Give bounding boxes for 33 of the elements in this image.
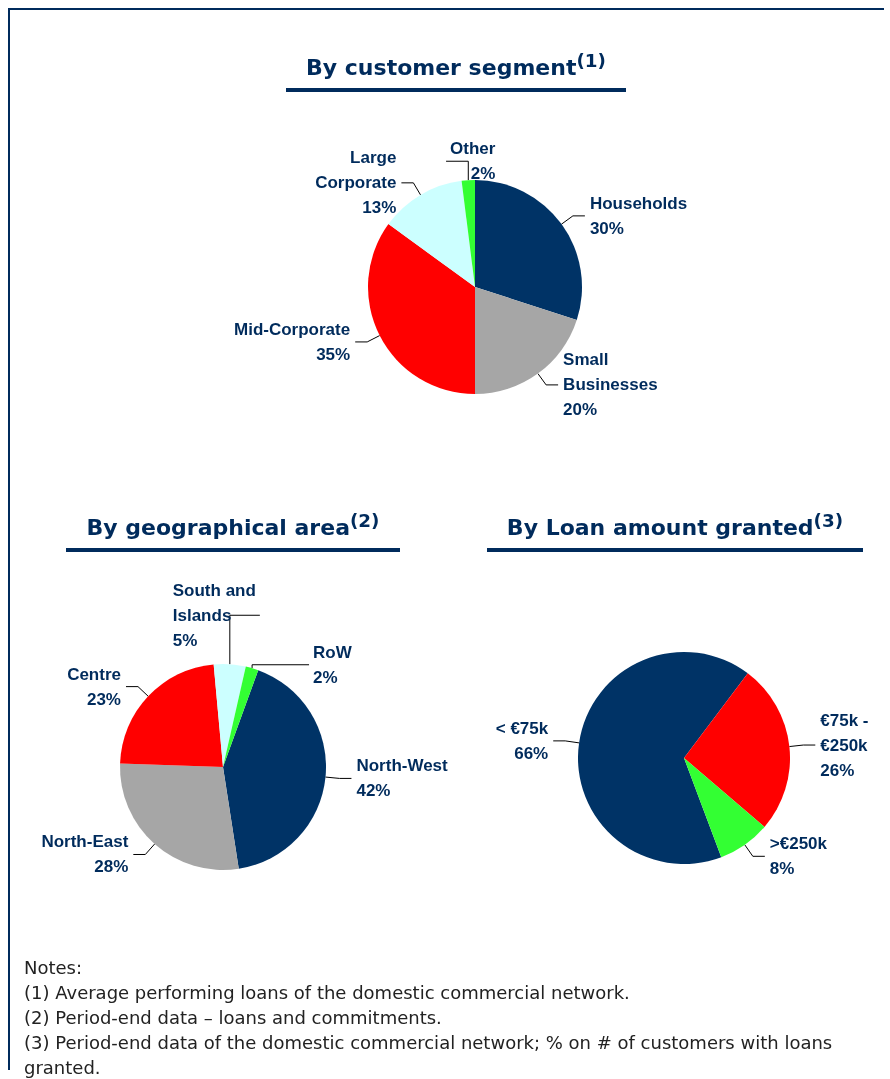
chart-title: By customer segment$^{(1)}$ bbox=[286, 50, 626, 93]
slice-label: Large Corporate bbox=[315, 148, 397, 193]
data-label: 26% bbox=[820, 760, 855, 780]
slice-label: Other bbox=[450, 139, 496, 159]
slice-label: Mid-Corporate bbox=[234, 319, 351, 339]
data-label: 13% bbox=[362, 198, 397, 218]
slice-label: Centre bbox=[67, 664, 121, 684]
slice-label: North-West bbox=[356, 756, 449, 776]
slice-label: RoW bbox=[313, 642, 353, 662]
data-label: 66% bbox=[514, 743, 549, 763]
data-label: 35% bbox=[316, 344, 351, 364]
chart-title: By geographical area$^{(2)}$ bbox=[66, 510, 400, 553]
slice-label: €75k - €250k bbox=[820, 710, 869, 755]
data-label: 30% bbox=[589, 218, 624, 238]
chart-title: By Loan amount granted$^{(3)}$ bbox=[486, 510, 864, 553]
slice-label: >€250k bbox=[769, 834, 828, 854]
data-label: 5% bbox=[172, 630, 198, 650]
data-label: 28% bbox=[94, 857, 129, 877]
data-label: 42% bbox=[356, 781, 391, 801]
text: (2) Period-end data – loans and commitments. bbox=[24, 1006, 443, 1030]
data-label: 2% bbox=[470, 164, 496, 184]
text: (1) Average performing loans of the domestic commercial network. bbox=[24, 981, 631, 1005]
data-label: 20% bbox=[563, 400, 598, 420]
slice-label: Households bbox=[589, 193, 688, 213]
slice-label: < €75k bbox=[495, 718, 549, 738]
text: Notes: bbox=[24, 956, 84, 980]
data-label: 23% bbox=[86, 689, 121, 709]
text: (3) Period-end data of the domestic commercial network; % on # of customers with loans granted. bbox=[24, 1031, 834, 1079]
slice-label: South and Islands bbox=[172, 580, 256, 625]
slice-label: North-East bbox=[41, 832, 129, 852]
slice-label: Small Businesses bbox=[563, 350, 658, 395]
data-label: 2% bbox=[313, 667, 338, 687]
data-label: 8% bbox=[769, 859, 795, 879]
